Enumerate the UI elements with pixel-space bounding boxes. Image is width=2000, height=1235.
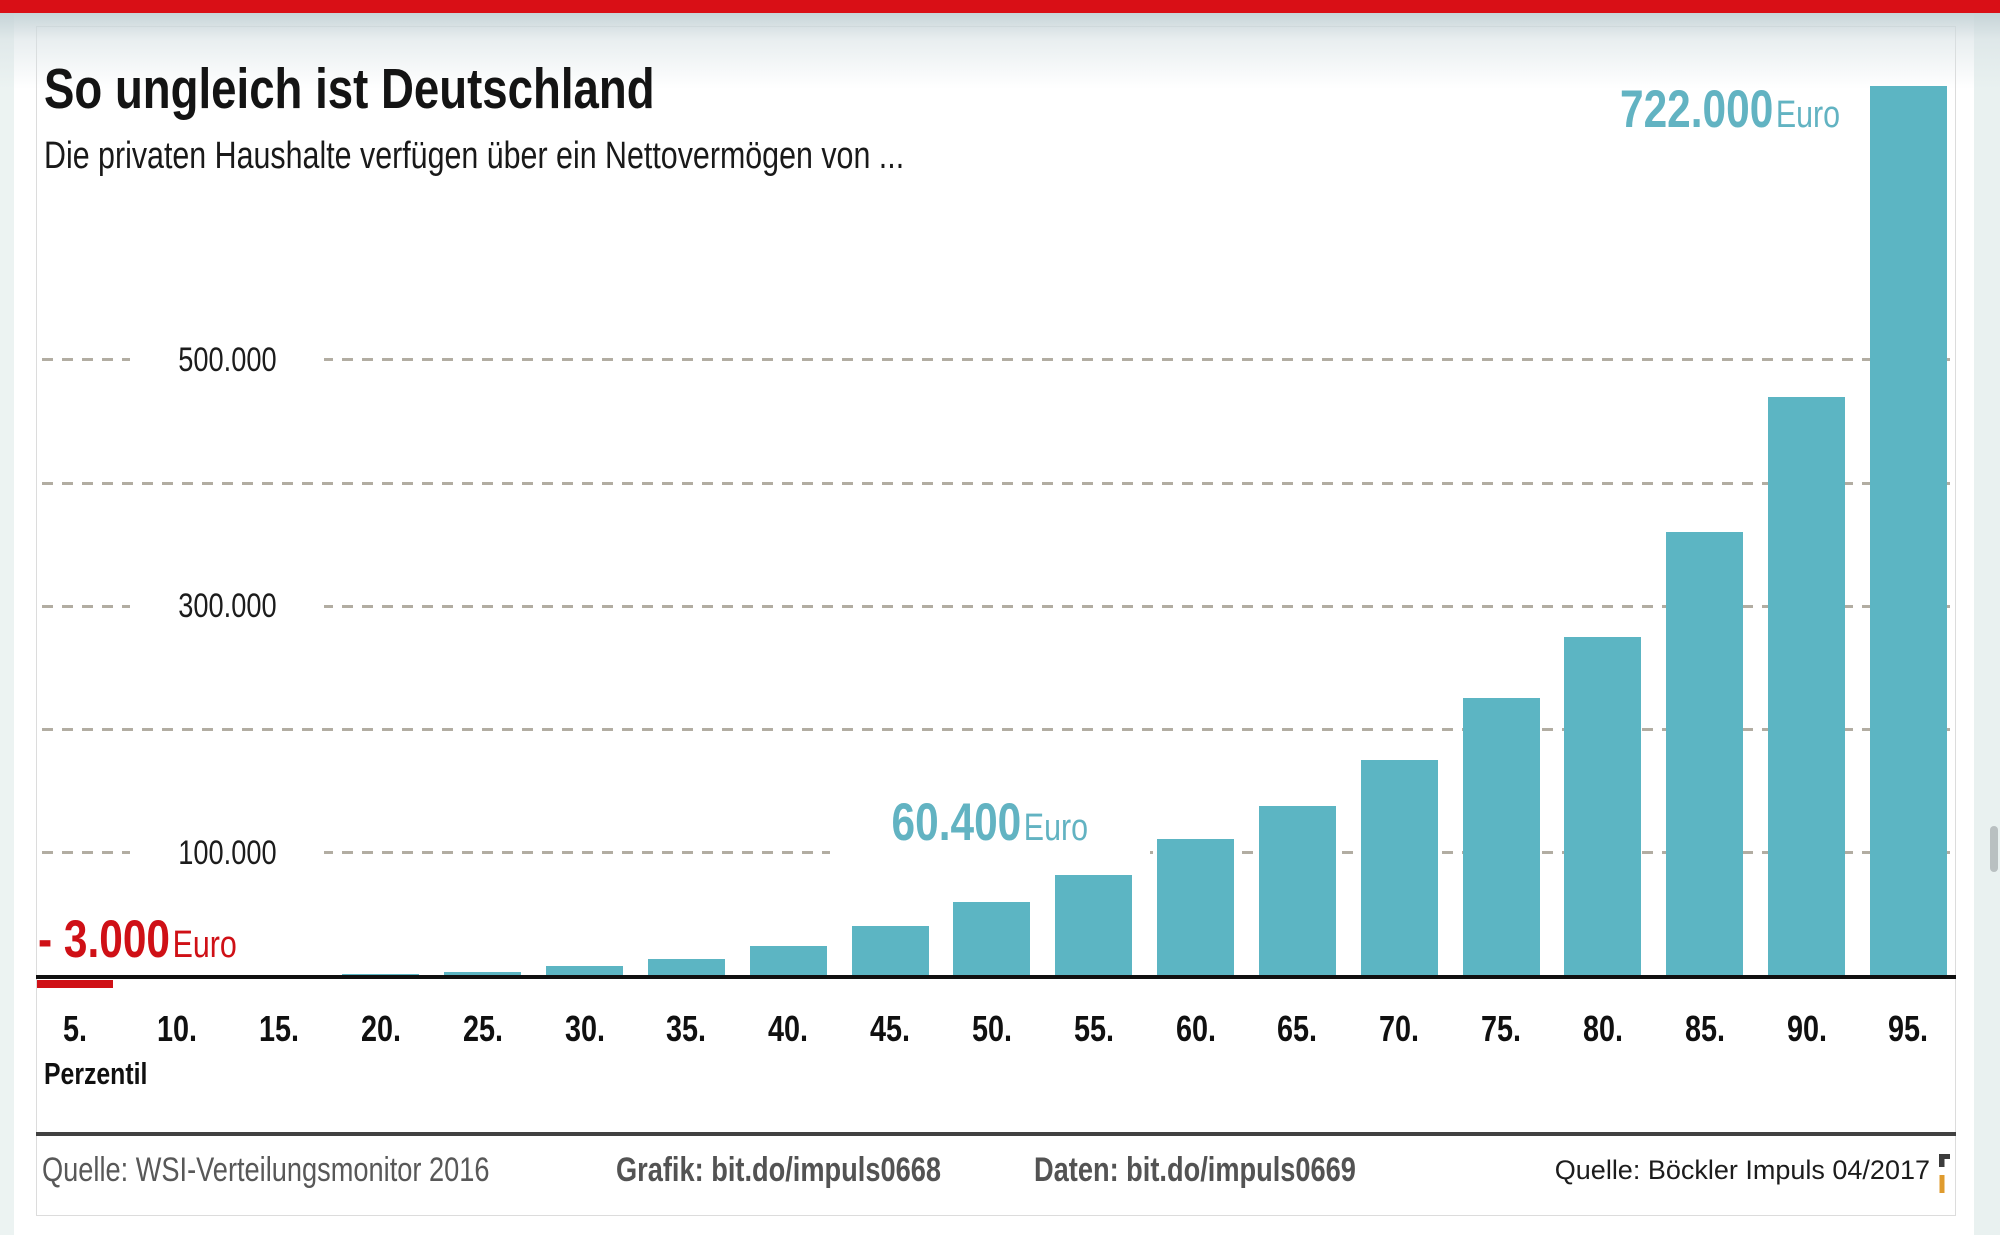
x-tick-65: 65. [1242, 1008, 1352, 1050]
x-tick-40: 40. [733, 1008, 843, 1050]
gridline-200000 [42, 728, 1950, 732]
boeckler-impuls-logo-icon [1939, 1154, 1950, 1193]
bar-percentile-55 [1055, 874, 1133, 976]
bar-percentile-45 [851, 926, 929, 976]
x-tick-text: 20. [360, 1008, 401, 1049]
y-axis-label-text: 300.000 [177, 587, 277, 626]
x-tick-text: 85. [1684, 1008, 1725, 1049]
x-tick-45: 45. [835, 1008, 945, 1050]
annotation-minus-3000-euro: - 3.000 Euro [38, 913, 438, 966]
x-tick-text: 50. [971, 1008, 1012, 1049]
x-tick-60: 60. [1141, 1008, 1251, 1050]
x-tick-80: 80. [1548, 1008, 1658, 1050]
x-tick-10: 10. [122, 1008, 232, 1050]
x-tick-70: 70. [1344, 1008, 1454, 1050]
x-tick-text: 90. [1786, 1008, 1827, 1049]
x-tick-text: 15. [259, 1008, 300, 1049]
x-tick-text: 10. [157, 1008, 198, 1049]
footer-source-left: Quelle: WSI-Verteilungsmonitor 2016 [42, 1151, 490, 1189]
footer-daten-link-text: Daten: bit.do/impuls0669 [1034, 1151, 1356, 1189]
x-tick-95: 95. [1853, 1008, 1963, 1050]
gridline-400000 [42, 481, 1950, 485]
x-tick-text: 60. [1175, 1008, 1216, 1049]
x-tick-5: 5. [21, 1008, 131, 1050]
footer-grafik-link-text: Grafik: bit.do/impuls0668 [616, 1151, 941, 1189]
footer-separator-line [36, 1132, 1956, 1136]
annotation-722000-text: 722.000 Euro [1619, 80, 1840, 139]
x-axis-title: Perzentil [44, 1056, 148, 1091]
y-axis-label-300000: 300.000 [130, 585, 324, 628]
page-left-margin-strip [0, 13, 14, 1235]
negative-bar-5th-percentile [37, 980, 113, 988]
gridline-500000 [42, 358, 1950, 362]
x-tick-25: 25. [428, 1008, 538, 1050]
bar-percentile-50 [953, 901, 1031, 976]
x-tick-text: 40. [768, 1008, 809, 1049]
bar-percentile-65 [1258, 805, 1336, 976]
header-shadow-gradient [0, 13, 2000, 89]
y-axis-label-text: 100.000 [177, 833, 277, 872]
x-tick-text: 75. [1481, 1008, 1522, 1049]
x-tick-text: 65. [1277, 1008, 1318, 1049]
annotation-60400-text: 60.400 Euro [891, 793, 1089, 852]
chart-title-text: So ungleich ist Deutschland [44, 57, 655, 121]
bar-percentile-25 [444, 971, 522, 976]
x-tick-30: 30. [530, 1008, 640, 1050]
bar-percentile-60 [1157, 839, 1235, 976]
annotation-722000-euro: 722.000 Euro [1480, 83, 1840, 136]
bar-percentile-80 [1564, 637, 1642, 976]
x-tick-50: 50. [937, 1008, 1047, 1050]
footer-source-right: Quelle: Böckler Impuls 04/2017 [1554, 1155, 1930, 1185]
y-axis-label-100000: 100.000 [130, 831, 324, 874]
bar-percentile-85 [1666, 532, 1744, 976]
x-tick-75: 75. [1446, 1008, 1556, 1050]
bar-percentile-30 [546, 966, 624, 976]
y-axis-label-text: 500.000 [177, 340, 277, 379]
bar-percentile-75 [1462, 697, 1540, 976]
bar-percentile-40 [749, 945, 827, 976]
bar-percentile-35 [647, 958, 725, 976]
x-tick-text: 5. [63, 1008, 88, 1049]
x-tick-35: 35. [631, 1008, 741, 1050]
x-tick-text: 80. [1582, 1008, 1623, 1049]
chart-subtitle: Die privaten Haushalte verfügen über ein… [44, 134, 1119, 178]
x-tick-85: 85. [1650, 1008, 1760, 1050]
x-tick-text: 25. [462, 1008, 503, 1049]
annotation-60400-euro: 60.400 Euro [830, 793, 1150, 857]
scrollbar-thumb[interactable] [1990, 826, 1998, 872]
chart-card [36, 26, 1956, 1216]
chart-title: So ungleich ist Deutschland [44, 58, 807, 120]
bar-percentile-95 [1869, 86, 1947, 976]
x-tick-20: 20. [326, 1008, 436, 1050]
x-tick-text: 35. [666, 1008, 707, 1049]
x-tick-text: 70. [1379, 1008, 1420, 1049]
x-tick-55: 55. [1039, 1008, 1149, 1050]
x-tick-text: 45. [870, 1008, 911, 1049]
x-tick-15: 15. [224, 1008, 334, 1050]
chart-subtitle-text: Die privaten Haushalte verfügen über ein… [44, 135, 905, 177]
x-tick-text: 95. [1888, 1008, 1929, 1049]
y-axis-label-500000: 500.000 [130, 338, 324, 381]
x-tick-text: 30. [564, 1008, 605, 1049]
gridline-300000 [42, 604, 1950, 608]
top-red-banner [0, 0, 2000, 13]
scrollbar-track[interactable] [1974, 13, 2000, 1235]
x-tick-90: 90. [1752, 1008, 1862, 1050]
annotation-minus-3000-text: - 3.000 Euro [38, 910, 237, 969]
x-axis-baseline [36, 975, 1956, 979]
x-tick-text: 55. [1073, 1008, 1114, 1049]
bar-percentile-70 [1360, 760, 1438, 976]
bar-percentile-90 [1768, 396, 1846, 976]
